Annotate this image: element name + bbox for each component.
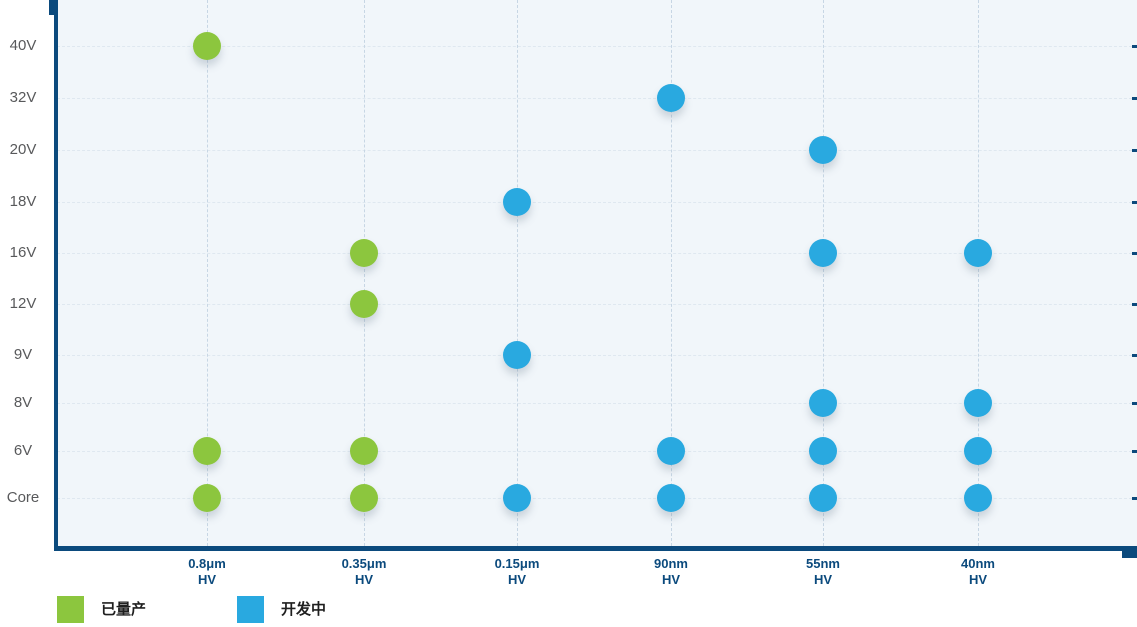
data-point-in-development[interactable] <box>657 84 685 112</box>
x-axis-label-node: 90nm <box>654 556 688 571</box>
x-axis-label-variant: HV <box>968 572 988 587</box>
horizontal-gridline <box>57 451 1137 452</box>
y-axis-right-tick <box>1132 149 1137 152</box>
x-axis-line <box>54 546 1137 551</box>
x-axis-label: 90nm HV <box>621 556 721 588</box>
x-axis-label-variant: HV <box>354 572 374 587</box>
y-axis-label: 40V <box>9 37 37 54</box>
horizontal-gridline <box>57 304 1137 305</box>
x-axis-label: 40nm HV <box>928 556 1028 588</box>
x-axis-end-cap <box>1122 551 1137 558</box>
x-axis-label: 0.35μm HV <box>314 556 414 588</box>
y-axis-line <box>54 0 58 551</box>
y-axis-label: 20V <box>9 141 37 158</box>
horizontal-gridline <box>57 150 1137 151</box>
plot-area <box>57 0 1137 546</box>
y-axis-right-tick <box>1132 303 1137 306</box>
data-point-in-development[interactable] <box>964 389 992 417</box>
data-point-in-development[interactable] <box>657 437 685 465</box>
horizontal-gridline <box>57 202 1137 203</box>
y-axis-label: 9V <box>13 346 33 363</box>
vertical-gridline <box>207 0 208 546</box>
data-point-in-development[interactable] <box>964 437 992 465</box>
legend-swatch-in-production <box>57 596 84 623</box>
horizontal-gridline <box>57 498 1137 499</box>
data-point-in-development[interactable] <box>809 136 837 164</box>
data-point-in-development[interactable] <box>809 239 837 267</box>
legend-item-in-development[interactable]: 开发中 <box>237 596 326 623</box>
horizontal-gridline <box>57 253 1137 254</box>
y-axis-label: 8V <box>13 394 33 411</box>
x-axis-label-node: 40nm <box>961 556 995 571</box>
y-axis-end-cap <box>49 0 58 15</box>
data-point-in-development[interactable] <box>809 484 837 512</box>
vertical-gridline <box>671 0 672 546</box>
y-axis-right-tick <box>1132 497 1137 500</box>
vertical-gridline <box>823 0 824 546</box>
horizontal-gridline <box>57 98 1137 99</box>
data-point-in-production[interactable] <box>350 290 378 318</box>
data-point-in-development[interactable] <box>809 389 837 417</box>
legend-label-in-development: 开发中 <box>281 601 327 618</box>
data-point-in-development[interactable] <box>964 484 992 512</box>
x-axis-label-variant: HV <box>813 572 833 587</box>
data-point-in-development[interactable] <box>657 484 685 512</box>
horizontal-gridline <box>57 46 1137 47</box>
y-axis-label: 18V <box>9 193 37 210</box>
y-axis-right-tick <box>1132 252 1137 255</box>
x-axis-label-variant: HV <box>197 572 217 587</box>
y-axis-right-tick <box>1132 354 1137 357</box>
y-axis-right-tick <box>1132 450 1137 453</box>
y-axis-label: 6V <box>13 442 33 459</box>
x-axis-label: 55nm HV <box>773 556 873 588</box>
data-point-in-production[interactable] <box>350 437 378 465</box>
data-point-in-development[interactable] <box>503 341 531 369</box>
data-point-in-production[interactable] <box>193 437 221 465</box>
horizontal-gridline <box>57 403 1137 404</box>
vertical-gridline <box>517 0 518 546</box>
vertical-gridline <box>364 0 365 546</box>
legend-item-in-production[interactable]: 已量产 <box>57 596 146 623</box>
x-axis-label-node: 0.15μm <box>494 556 540 571</box>
y-axis-label: 12V <box>9 295 37 312</box>
data-point-in-production[interactable] <box>350 484 378 512</box>
x-axis-label-node: 55nm <box>806 556 840 571</box>
data-point-in-development[interactable] <box>809 437 837 465</box>
data-point-in-production[interactable] <box>350 239 378 267</box>
horizontal-gridline <box>57 355 1137 356</box>
data-point-in-development[interactable] <box>964 239 992 267</box>
y-axis-right-tick <box>1132 45 1137 48</box>
y-axis-right-tick <box>1132 402 1137 405</box>
y-axis-label: Core <box>6 489 40 506</box>
x-axis-label-variant: HV <box>661 572 681 587</box>
data-point-in-production[interactable] <box>193 32 221 60</box>
data-point-in-development[interactable] <box>503 188 531 216</box>
x-axis-label-node: 0.8μm <box>188 556 226 571</box>
data-point-in-production[interactable] <box>193 484 221 512</box>
y-axis-label: 16V <box>9 244 37 261</box>
x-axis-label: 0.8μm HV <box>157 556 257 588</box>
y-axis-right-tick <box>1132 97 1137 100</box>
x-axis-label: 0.15μm HV <box>467 556 567 588</box>
legend-swatch-in-development <box>237 596 264 623</box>
y-axis-right-tick <box>1132 201 1137 204</box>
legend-label-in-production: 已量产 <box>101 601 147 618</box>
y-axis-label: 32V <box>9 89 37 106</box>
data-point-in-development[interactable] <box>503 484 531 512</box>
x-axis-label-variant: HV <box>507 572 527 587</box>
vertical-gridline <box>978 0 979 546</box>
x-axis-label-node: 0.35μm <box>341 556 387 571</box>
